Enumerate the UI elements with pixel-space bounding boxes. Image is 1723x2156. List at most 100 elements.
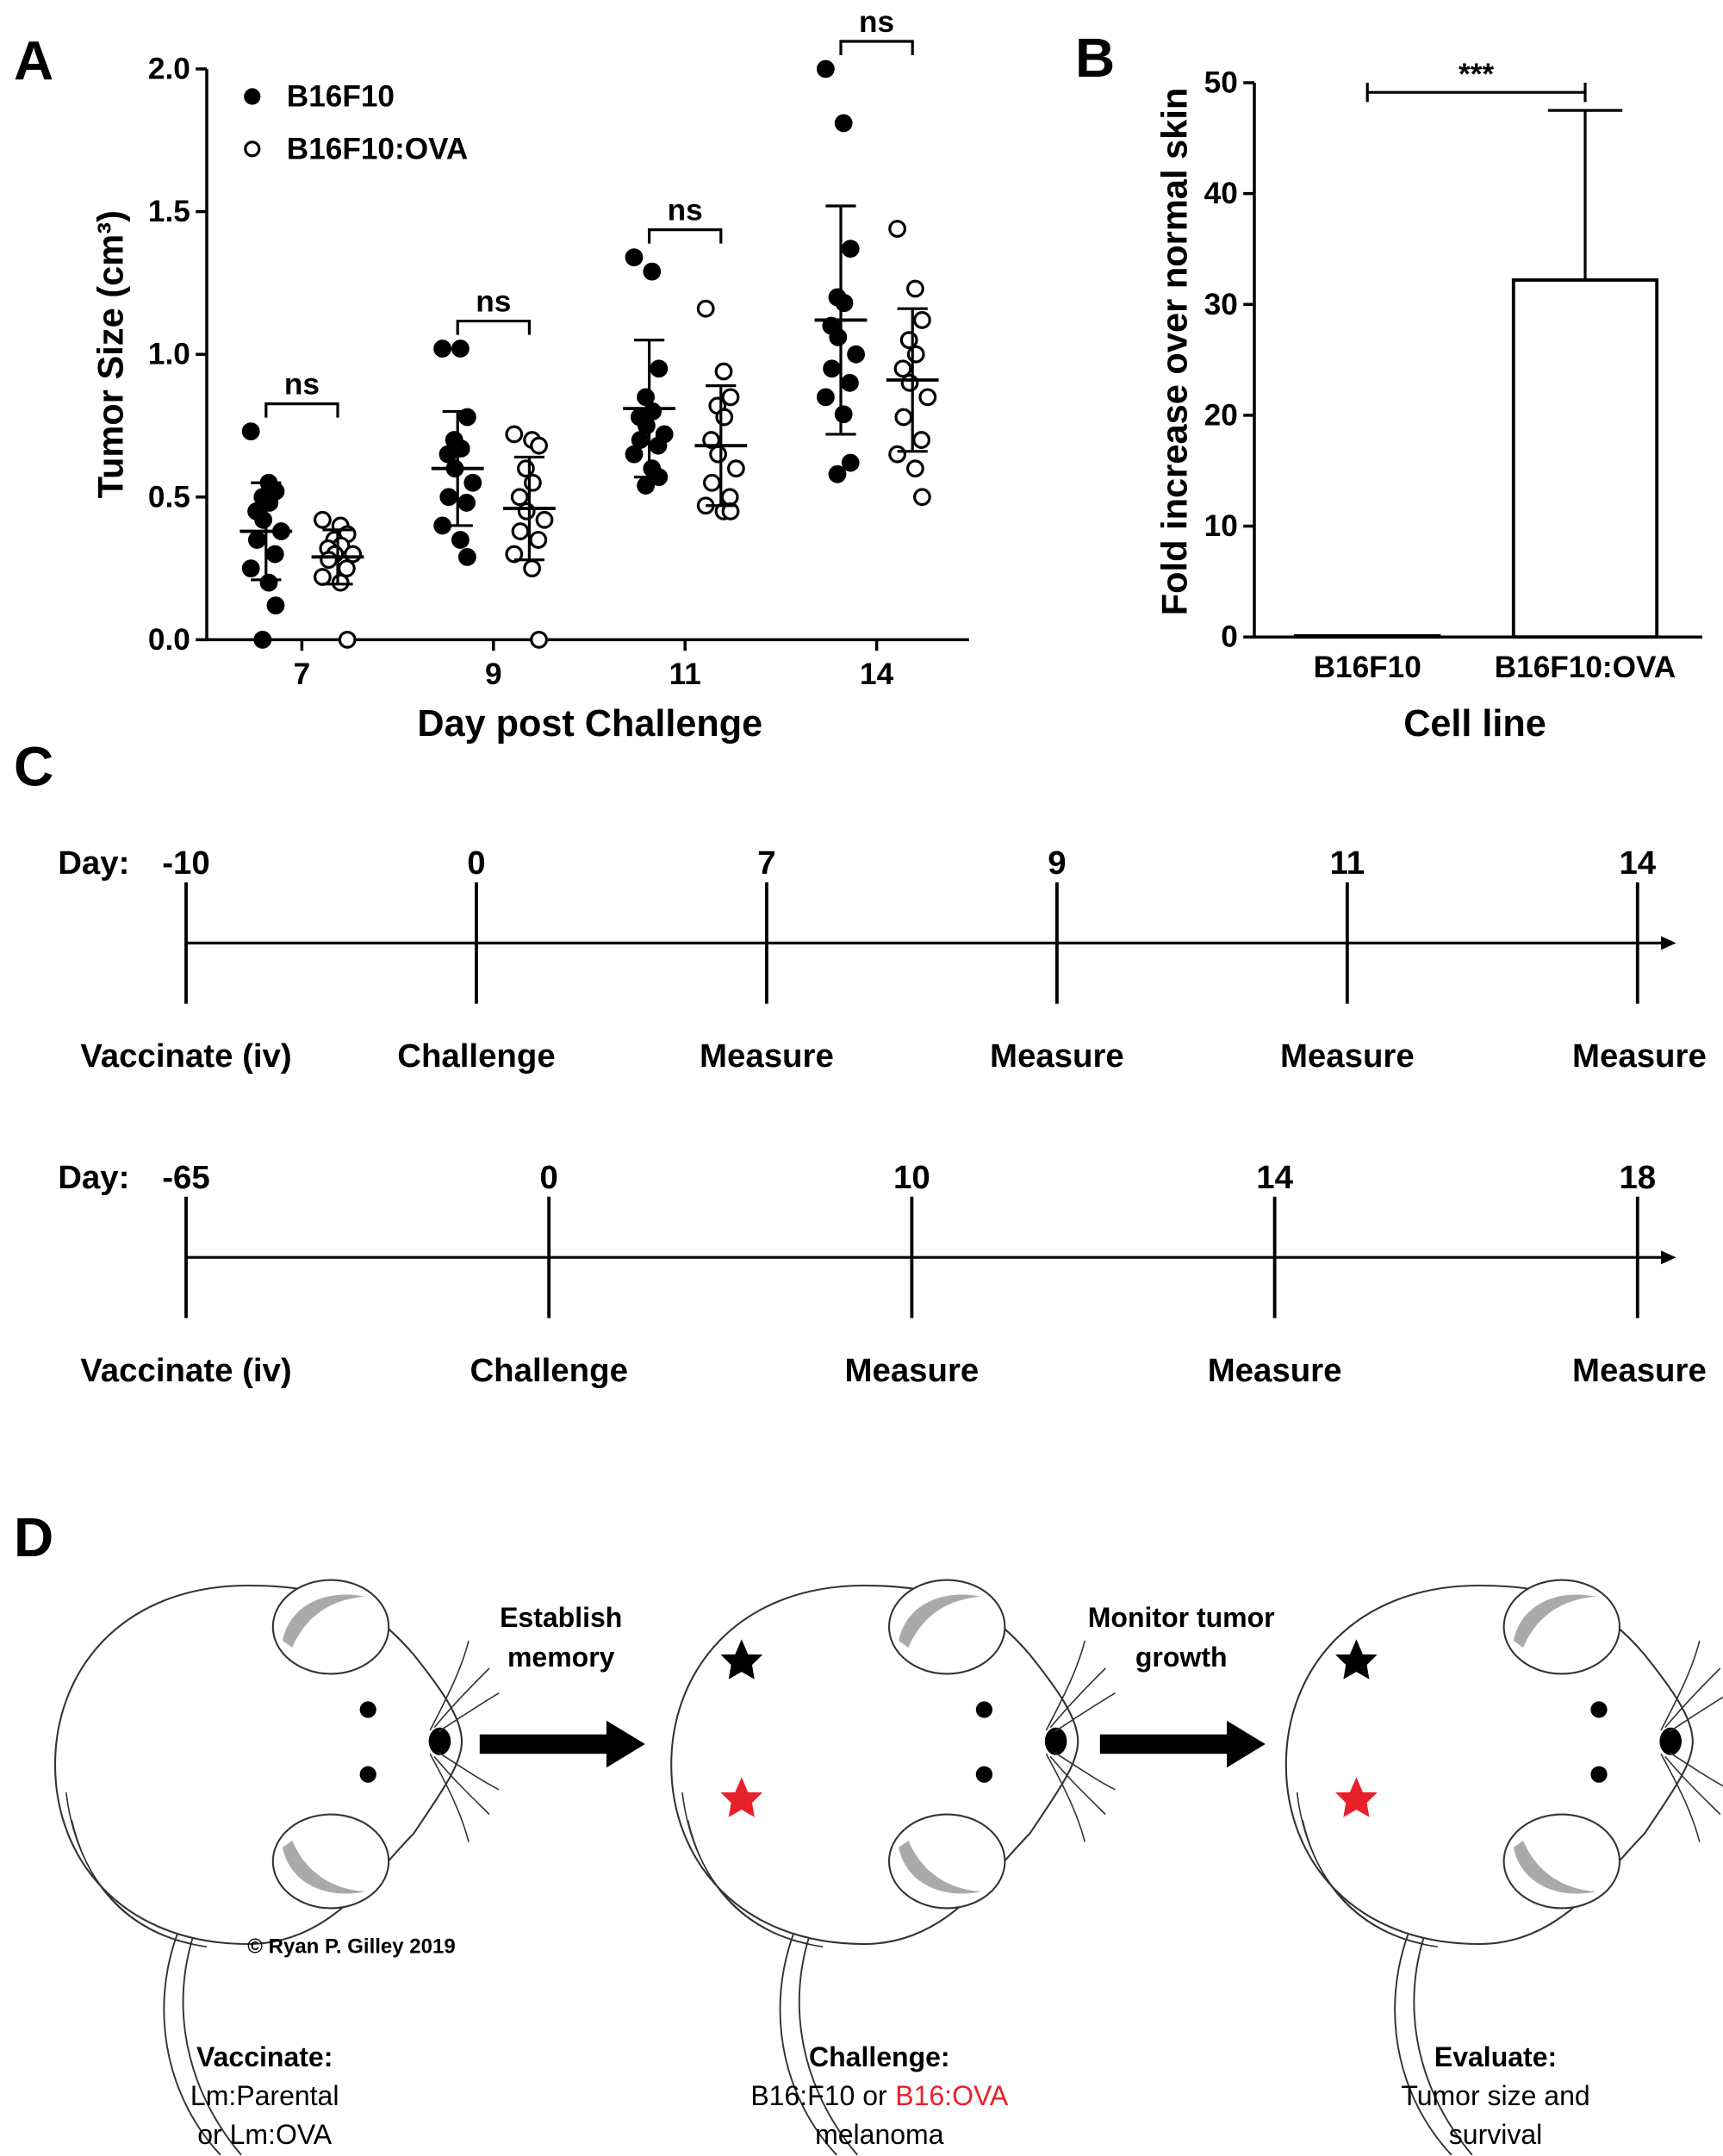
process-arrow [1099, 1720, 1266, 1768]
timeline-arrow [1661, 1250, 1676, 1265]
data-point [913, 488, 931, 507]
y-tick-label: 2.0 [148, 53, 190, 86]
transition-label: Monitor tumor [1088, 1602, 1275, 1633]
data-point [457, 494, 476, 512]
data-point [894, 408, 913, 427]
day-value: 18 [1619, 1159, 1656, 1196]
data-point [451, 340, 470, 358]
event-label: Measure [1280, 1037, 1415, 1075]
day-value: -10 [162, 844, 210, 882]
data-point [643, 262, 662, 281]
data-point [510, 488, 529, 507]
step-description: Tumor size and [1401, 2080, 1589, 2111]
data-point [817, 59, 835, 78]
significance-label: *** [1459, 58, 1494, 91]
transition-label: memory [507, 1642, 615, 1673]
data-point [458, 547, 476, 566]
significance-bracket [648, 227, 723, 244]
data-point [834, 405, 853, 424]
x-axis-label: Day post Challenge [417, 703, 762, 745]
data-point [505, 545, 524, 564]
step-description: or Lm:OVA [197, 2119, 333, 2150]
day-value: 14 [1619, 844, 1656, 882]
day-value: 0 [540, 1159, 558, 1196]
data-point [439, 488, 458, 507]
data-point [511, 522, 530, 540]
y-tick-label: 20 [1204, 398, 1238, 432]
data-point [439, 445, 457, 464]
data-point [625, 445, 644, 464]
data-point [721, 388, 740, 407]
y-tick-label: 1.5 [148, 195, 190, 228]
data-point [535, 510, 554, 529]
significance-label: ns [859, 5, 894, 39]
y-tick-label: 10 [1204, 509, 1238, 543]
event-label: Measure [700, 1037, 834, 1075]
data-point [828, 464, 847, 483]
data-point [721, 502, 740, 520]
day-value: 9 [1048, 844, 1066, 882]
transition-label: growth [1135, 1642, 1228, 1673]
data-point [433, 340, 451, 358]
panel-label: C [14, 736, 53, 798]
y-tick-label: 0.5 [148, 480, 190, 514]
data-point [241, 559, 260, 577]
event-label: Measure [1572, 1352, 1707, 1389]
data-point [715, 408, 734, 427]
data-point [650, 359, 669, 378]
data-point [517, 459, 535, 478]
data-point [829, 327, 848, 346]
data-point [817, 388, 835, 407]
x-tick-label: 9 [485, 657, 502, 691]
description-span: survival [1449, 2119, 1542, 2150]
event-label: Challenge [397, 1037, 555, 1075]
x-tick-label: B16F10 [1314, 651, 1421, 684]
data-point [530, 631, 548, 649]
step-description: melanoma [815, 2119, 944, 2150]
data-point [906, 345, 925, 364]
significance-bracket [264, 402, 339, 418]
data-point [841, 373, 859, 392]
data-point [259, 573, 278, 592]
panel-label: B [1075, 27, 1115, 89]
data-point [888, 445, 907, 464]
data-point [338, 559, 356, 577]
bar [1294, 633, 1441, 639]
step-description: survival [1449, 2119, 1542, 2150]
day-value: 7 [757, 844, 775, 882]
copyright: © Ryan P. Gilley 2019 [247, 1935, 455, 1959]
description-span: B16:OVA [895, 2080, 1009, 2111]
data-point [720, 488, 739, 507]
significance-bracket [1365, 83, 1587, 103]
step-title: Challenge: [809, 2041, 950, 2072]
data-point [529, 531, 548, 549]
data-point [331, 573, 350, 592]
data-point [625, 248, 644, 266]
y-tick-label: 40 [1204, 177, 1238, 210]
x-tick-label: 14 [860, 657, 894, 691]
data-point [458, 408, 476, 427]
x-axis-label: Cell line [1403, 703, 1546, 745]
description-span: melanoma [815, 2119, 944, 2150]
y-axis-label: Fold increase over normal skin [1154, 88, 1195, 616]
y-tick-label: 0.0 [148, 623, 190, 657]
data-point [834, 114, 853, 133]
step-title: Vaccinate: [196, 2041, 333, 2072]
y-tick-label: 0 [1221, 620, 1238, 654]
data-point [530, 436, 548, 455]
description-span: B16:F10 or [750, 2080, 887, 2111]
significance-bracket [456, 319, 531, 335]
day-value: 0 [467, 844, 485, 882]
data-point [703, 473, 721, 492]
data-point [900, 373, 919, 392]
data-point [451, 531, 470, 549]
data-point [265, 545, 284, 564]
process-arrow [479, 1720, 645, 1768]
description-span: Lm:Parental [190, 2080, 339, 2111]
day-value: -65 [162, 1159, 210, 1196]
data-point [344, 545, 362, 564]
day-label: Day: [58, 1159, 129, 1196]
data-point [637, 388, 655, 407]
